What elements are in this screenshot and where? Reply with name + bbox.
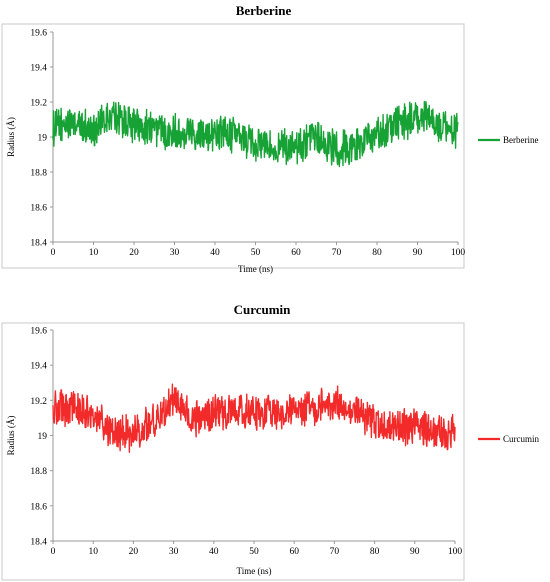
y-tick-label: 19.4 xyxy=(30,64,47,74)
y-axis-label: Radius (Å) xyxy=(6,117,16,157)
x-tick-label: 30 xyxy=(170,248,180,258)
chart-0: Berberine 18.4 18.6 18.8 19 19.2 19.4 19.6 0 10 20… xyxy=(1,3,538,274)
y-tick-label: 19.6 xyxy=(30,327,47,337)
y-tick-label: 19 xyxy=(38,432,48,442)
x-tick-label: 50 xyxy=(249,547,259,557)
chart-1: Curcumin 18.4 18.6 18.8 19 19.2 19.4 19.6 0 10 20 3… xyxy=(1,302,539,581)
x-tick-label: 40 xyxy=(210,248,220,258)
x-tick-label: 0 xyxy=(51,547,56,557)
legend-label: Curcumin xyxy=(503,434,539,444)
y-tick-label: 19.4 xyxy=(30,362,47,372)
x-tick-label: 70 xyxy=(332,248,342,258)
y-tick-label: 18.8 xyxy=(30,467,47,477)
y-tick-label: 19 xyxy=(38,134,48,144)
x-tick-label: 20 xyxy=(129,248,139,258)
y-tick-label: 19.2 xyxy=(30,397,47,407)
x-tick-label: 0 xyxy=(51,248,56,258)
x-tick-label: 20 xyxy=(129,547,139,557)
x-tick-label: 100 xyxy=(451,248,466,258)
x-tick-label: 40 xyxy=(209,547,219,557)
chart-title: Berberine xyxy=(236,3,292,18)
y-tick-label: 18.4 xyxy=(30,239,47,249)
chart-frame xyxy=(1,322,465,581)
x-tick-label: 10 xyxy=(88,547,98,557)
y-tick-label: 19.2 xyxy=(30,99,47,109)
x-tick-label: 30 xyxy=(169,547,179,557)
x-tick-label: 90 xyxy=(413,248,423,258)
legend-label: Berberine xyxy=(503,135,538,145)
x-tick-label: 10 xyxy=(89,248,99,258)
x-axis-label: Time (ns) xyxy=(238,264,273,274)
series-line-berberine xyxy=(52,100,459,168)
series-line-curcumin xyxy=(52,383,456,453)
x-tick-label: 60 xyxy=(289,547,299,557)
chart-title: Curcumin xyxy=(234,302,292,317)
x-tick-label: 80 xyxy=(370,547,380,557)
y-tick-label: 18.6 xyxy=(30,502,47,512)
x-tick-label: 60 xyxy=(291,248,301,258)
x-tick-label: 100 xyxy=(448,547,463,557)
x-axis-label: Time (ns) xyxy=(237,566,272,576)
x-tick-label: 80 xyxy=(372,248,382,258)
y-tick-label: 18.8 xyxy=(30,169,47,179)
x-tick-label: 90 xyxy=(410,547,420,557)
chart-frame xyxy=(1,23,465,269)
y-axis-label: Radius (Å) xyxy=(6,416,16,456)
x-tick-label: 50 xyxy=(251,248,261,258)
x-tick-label: 70 xyxy=(330,547,340,557)
y-tick-label: 18.6 xyxy=(30,204,47,214)
y-tick-label: 18.4 xyxy=(30,538,47,548)
y-tick-label: 19.6 xyxy=(30,29,47,39)
